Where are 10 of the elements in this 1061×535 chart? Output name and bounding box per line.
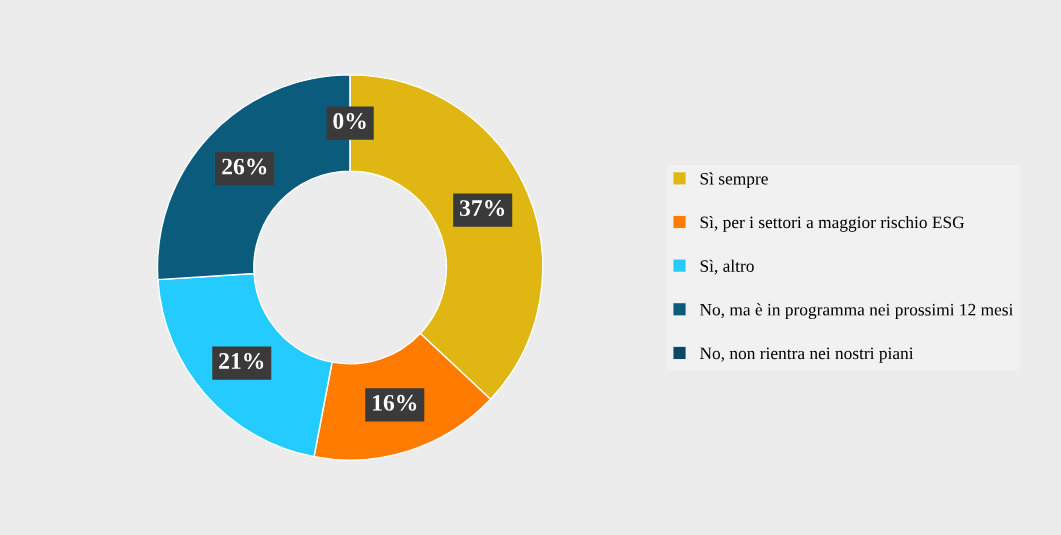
legend-label: No, ma è in programma nei prossimi 12 mesi bbox=[699, 303, 1014, 320]
legend-label: Sì sempre bbox=[700, 172, 768, 189]
legend-label: Sì, per i settori a maggior rischio ESG bbox=[700, 215, 965, 232]
legend-label: Sì, altro bbox=[700, 259, 754, 275]
data-label: 21% bbox=[219, 353, 264, 370]
text: 0% bbox=[333, 113, 366, 130]
data-label: 37% bbox=[459, 200, 505, 217]
data-label: 26% bbox=[222, 158, 267, 175]
legend-label: No, non rientra nei nostri piani bbox=[699, 347, 914, 363]
data-label: 16% bbox=[373, 394, 417, 411]
